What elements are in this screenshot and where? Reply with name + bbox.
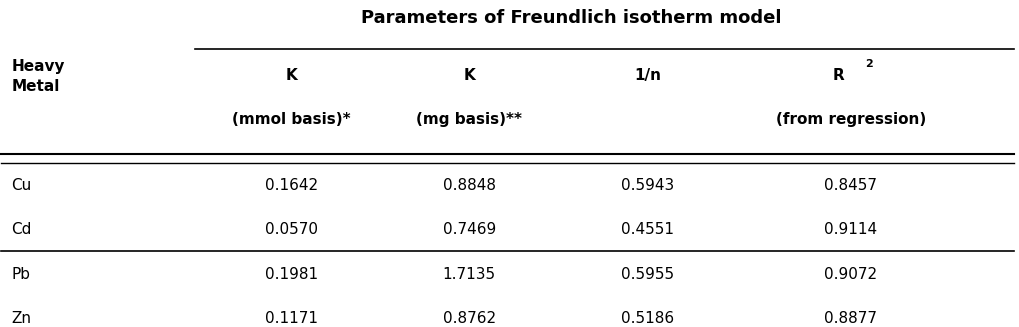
Text: 0.5955: 0.5955 [621,267,674,282]
Text: R: R [832,68,844,83]
Text: 0.8848: 0.8848 [442,178,495,193]
Text: 0.9072: 0.9072 [823,267,876,282]
Text: 0.5186: 0.5186 [621,311,674,326]
Text: Parameters of Freundlich isotherm model: Parameters of Freundlich isotherm model [361,9,781,27]
Text: 2: 2 [864,59,872,69]
Text: Zn: Zn [11,311,32,326]
Text: (mmol basis)*: (mmol basis)* [231,112,351,127]
Text: 0.5943: 0.5943 [621,178,674,193]
Text: (from regression): (from regression) [774,112,925,127]
Text: Cd: Cd [11,222,32,237]
Text: Cu: Cu [11,178,32,193]
Text: 0.1981: 0.1981 [265,267,318,282]
Text: 0.8457: 0.8457 [823,178,876,193]
Text: K: K [285,68,297,83]
Text: Pb: Pb [11,267,31,282]
Text: 0.1171: 0.1171 [265,311,318,326]
Text: 0.0570: 0.0570 [265,222,318,237]
Text: 1/n: 1/n [633,68,660,83]
Text: (mg basis)**: (mg basis)** [416,112,522,127]
Text: 0.4551: 0.4551 [621,222,674,237]
Text: 0.7469: 0.7469 [442,222,495,237]
Text: K: K [463,68,475,83]
Text: 0.8762: 0.8762 [442,311,495,326]
Text: Heavy
Metal: Heavy Metal [11,59,65,94]
Text: 0.8877: 0.8877 [823,311,876,326]
Text: 0.9114: 0.9114 [823,222,876,237]
Text: 0.1642: 0.1642 [265,178,318,193]
Text: 1.7135: 1.7135 [442,267,495,282]
